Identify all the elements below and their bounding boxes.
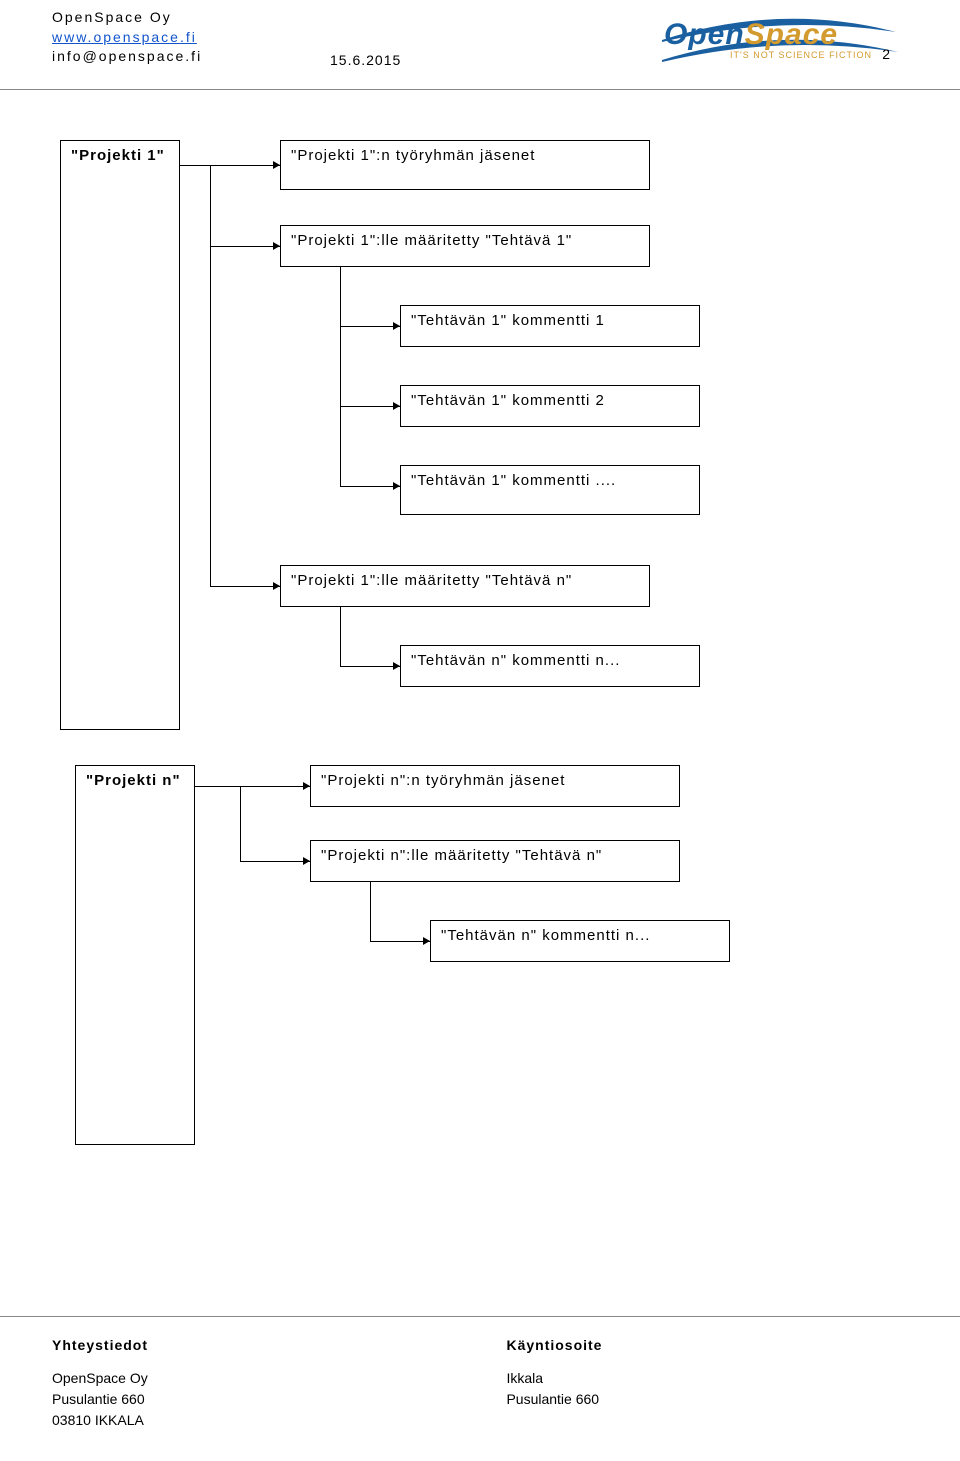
diagram-edge (340, 666, 400, 667)
document-date: 15.6.2015 (330, 52, 401, 68)
logo-open: Open (664, 18, 745, 51)
diagram-node-p1_t1_cn: "Tehtävän 1" kommentti .... (400, 465, 700, 515)
logo-space: Space (745, 18, 838, 51)
footer-visit-street: Pusulantie 660 (506, 1389, 602, 1410)
arrow-icon (273, 161, 280, 169)
footer-street: Pusulantie 660 (52, 1389, 482, 1410)
footer-postal: 03810 IKKALA (52, 1410, 482, 1431)
page-footer: Yhteystiedot OpenSpace Oy Pusulantie 660… (0, 1316, 960, 1431)
diagram-edge (370, 941, 430, 942)
arrow-icon (393, 662, 400, 670)
arrow-icon (393, 482, 400, 490)
page-header: OpenSpace Oy www.openspace.fi info@opens… (0, 0, 960, 90)
arrow-icon (423, 937, 430, 945)
arrow-icon (273, 582, 280, 590)
footer-contact: Yhteystiedot OpenSpace Oy Pusulantie 660… (52, 1335, 482, 1431)
diagram-edge (240, 861, 310, 862)
diagram-edge (340, 406, 400, 407)
diagram-edge (340, 326, 400, 327)
company-url[interactable]: www.openspace.fi (52, 28, 202, 48)
diagram-edge (210, 586, 280, 587)
footer-contact-heading: Yhteystiedot (52, 1335, 482, 1356)
diagram-node-p1_task1: "Projekti 1":lle määritetty "Tehtävä 1" (280, 225, 650, 267)
hierarchy-diagram: "Projekti 1" "Projekti 1":n työryhmän jäs… (0, 90, 960, 1190)
footer-company: OpenSpace Oy (52, 1368, 482, 1389)
arrow-icon (393, 402, 400, 410)
diagram-node-p1: "Projekti 1" (60, 140, 180, 730)
diagram-edge (180, 165, 280, 166)
diagram-node-p1_members: "Projekti 1":n työryhmän jäsenet (280, 140, 650, 190)
diagram-edge (210, 246, 280, 247)
company-email: info@openspace.fi (52, 47, 202, 67)
diagram-node-pn: "Projekti n" (75, 765, 195, 1145)
company-block: OpenSpace Oy www.openspace.fi info@opens… (52, 8, 202, 67)
logo: OpenSpace IT'S NOT SCIENCE FICTION (660, 12, 900, 60)
footer-visiting: Käyntiosoite Ikkala Pusulantie 660 (506, 1335, 602, 1410)
diagram-edge (195, 786, 310, 787)
diagram-node-pn_tn_cn: "Tehtävän n" kommentti n... (430, 920, 730, 962)
diagram-edge (210, 165, 211, 586)
diagram-node-p1_t1_c1: "Tehtävän 1" kommentti 1 (400, 305, 700, 347)
diagram-node-p1_taskn: "Projekti 1":lle määritetty "Tehtävä n" (280, 565, 650, 607)
footer-visit-city: Ikkala (506, 1368, 602, 1389)
diagram-edge (240, 786, 241, 861)
diagram-edge (340, 267, 341, 486)
diagram-edge (340, 486, 400, 487)
diagram-node-pn_taskn: "Projekti n":lle määritetty "Tehtävä n" (310, 840, 680, 882)
footer-visiting-heading: Käyntiosoite (506, 1335, 602, 1356)
diagram-node-pn_members: "Projekti n":n työryhmän jäsenet (310, 765, 680, 807)
page-number: 2 (882, 46, 890, 62)
diagram-edge (370, 882, 371, 941)
arrow-icon (273, 242, 280, 250)
company-name: OpenSpace Oy (52, 8, 202, 28)
arrow-icon (303, 782, 310, 790)
diagram-node-p1_t1_c2: "Tehtävän 1" kommentti 2 (400, 385, 700, 427)
arrow-icon (303, 857, 310, 865)
diagram-node-p1_tn_cn: "Tehtävän n" kommentti n... (400, 645, 700, 687)
arrow-icon (393, 322, 400, 330)
diagram-edge (340, 607, 341, 666)
